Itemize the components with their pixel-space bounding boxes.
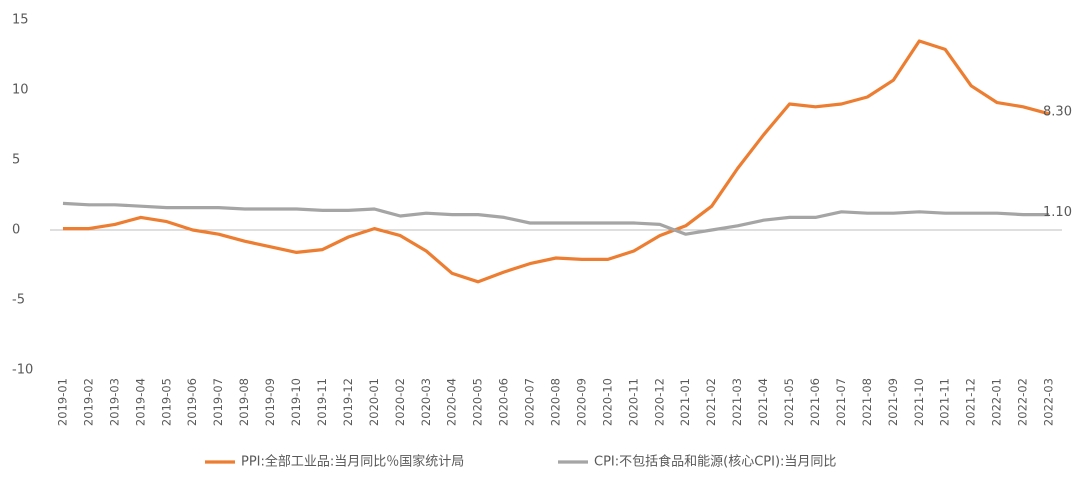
x-tick-label: 2020-11 <box>626 378 640 426</box>
x-tick-label: 2019-07 <box>211 378 225 426</box>
x-tick-label: 2019-02 <box>81 378 95 426</box>
x-tick-label: 2019-12 <box>341 378 355 426</box>
series-line <box>62 201 1050 236</box>
x-tick-label: 2022-01 <box>990 378 1004 426</box>
y-tick-label: -5 <box>12 293 25 308</box>
x-tick-label: 2020-10 <box>600 378 614 426</box>
x-tick-label: 2020-06 <box>497 378 511 426</box>
x-tick-label: 2019-06 <box>185 378 199 426</box>
x-tick-label: 2019-08 <box>237 378 251 426</box>
x-tick-label: 2020-03 <box>419 378 433 426</box>
x-tick-label: 2019-11 <box>315 378 329 426</box>
x-tick-label: 2019-09 <box>263 378 277 426</box>
x-tick-label: 2021-10 <box>912 378 926 426</box>
x-tick-label: 2019-10 <box>289 378 303 426</box>
x-tick-label: 2021-11 <box>938 378 952 426</box>
x-tick-label: 2021-08 <box>860 378 874 426</box>
y-tick-label: 0 <box>12 223 20 238</box>
x-tick-label: 2021-12 <box>964 378 978 426</box>
x-tick-label: 2021-07 <box>834 378 848 426</box>
value-label: 1.10 <box>1043 205 1072 220</box>
x-tick-label: 2021-04 <box>756 378 770 426</box>
x-tick-label: 2020-12 <box>652 378 666 426</box>
legend-label: CPI:不包括食品和能源(核心CPI):当月同比 <box>594 454 836 470</box>
y-tick-label: 15 <box>12 13 29 28</box>
x-tick-label: 2020-02 <box>393 378 407 426</box>
x-tick-label: 2021-02 <box>704 378 718 426</box>
x-tick-label: 2022-03 <box>1042 378 1056 426</box>
y-tick-label: 10 <box>12 83 29 98</box>
x-tick-label: 2020-04 <box>445 378 459 426</box>
x-tick-label: 2019-04 <box>133 378 147 426</box>
x-tick-label: 2019-01 <box>55 378 69 426</box>
x-tick-label: 2020-05 <box>471 378 485 426</box>
x-tick-label: 2019-05 <box>159 378 173 426</box>
x-tick-label: 2020-01 <box>367 378 381 426</box>
x-tick-label: 2020-09 <box>574 378 588 426</box>
series-line <box>62 39 1050 284</box>
x-tick-label: 2021-05 <box>782 378 796 426</box>
x-tick-label: 2020-08 <box>549 378 563 426</box>
legend-label: PPI:全部工业品:当月同比％国家统计局 <box>241 454 464 470</box>
x-tick-label: 2022-02 <box>1016 378 1030 426</box>
value-label: 8.30 <box>1043 104 1072 119</box>
x-tick-label: 2021-01 <box>678 378 692 426</box>
x-tick-label: 2019-03 <box>107 378 121 426</box>
y-tick-label: -10 <box>12 363 33 378</box>
y-tick-label: 5 <box>12 153 20 168</box>
x-tick-label: 2021-09 <box>886 378 900 426</box>
x-tick-label: 2021-06 <box>808 378 822 426</box>
x-tick-label: 2021-03 <box>730 378 744 426</box>
x-tick-label: 2020-07 <box>523 378 537 426</box>
